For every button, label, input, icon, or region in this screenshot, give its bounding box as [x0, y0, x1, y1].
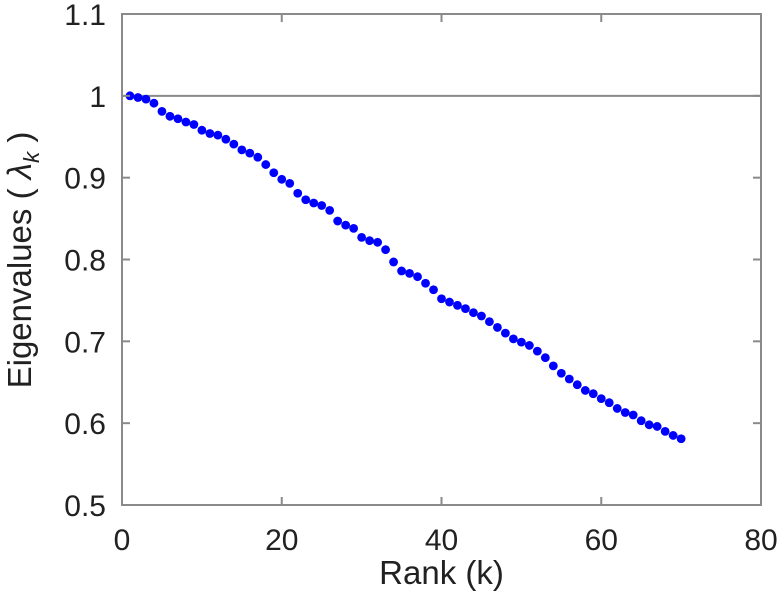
data-point: [532, 346, 542, 356]
y-axis-label-text: Eigenvalues (: [1, 179, 39, 389]
data-point: [660, 426, 670, 436]
lambda-symbol: λ: [1, 163, 39, 180]
data-point: [181, 117, 191, 127]
data-point: [333, 216, 343, 226]
data-point: [253, 152, 263, 162]
data-point: [588, 389, 598, 399]
data-point: [197, 125, 207, 135]
data-point: [580, 386, 590, 395]
y-axis-label-suffix: ): [1, 131, 39, 152]
y-axis-label: Eigenvalues ( λk ): [1, 132, 45, 389]
data-point: [429, 285, 438, 295]
data-point: [341, 220, 351, 230]
y-tick-label: 0.8: [64, 245, 106, 278]
y-tick-label: 1: [89, 81, 106, 114]
data-point: [644, 420, 654, 430]
data-point: [317, 201, 327, 210]
data-point: [405, 269, 414, 278]
y-tick-label: 0.7: [64, 326, 106, 359]
y-tick-label: 0.9: [64, 163, 106, 196]
x-tick-label: 40: [425, 524, 458, 557]
data-point: [572, 380, 582, 390]
data-point: [285, 178, 295, 188]
data-point: [556, 368, 566, 378]
data-point: [477, 311, 486, 321]
data-point: [413, 272, 422, 282]
data-point: [389, 257, 398, 267]
data-point: [357, 233, 367, 242]
data-point: [516, 337, 526, 347]
data-point: [365, 236, 375, 246]
data-point: [221, 134, 231, 144]
x-tick-label: 0: [114, 524, 131, 557]
data-point: [596, 394, 606, 404]
data-point: [293, 188, 303, 198]
data-point: [628, 410, 638, 420]
data-point: [261, 160, 271, 169]
y-tick-label: 1.1: [64, 0, 106, 32]
data-point: [469, 308, 478, 318]
data-point: [157, 106, 167, 116]
data-point: [277, 174, 287, 184]
data-point: [237, 145, 247, 155]
x-axis-label: Rank (k): [379, 554, 504, 591]
data-point: [309, 198, 319, 208]
data-point: [421, 278, 430, 288]
x-tick-label: 60: [585, 524, 618, 557]
data-point: [205, 129, 215, 138]
data-point: [652, 422, 662, 431]
data-point: [397, 266, 406, 276]
data-point: [269, 168, 279, 178]
data-point: [524, 341, 534, 350]
x-tick-label: 20: [265, 524, 298, 557]
data-point: [173, 114, 183, 124]
data-point: [461, 304, 470, 313]
data-point: [493, 323, 502, 332]
y-tick-label: 0.5: [64, 490, 106, 523]
data-point: [453, 300, 462, 310]
data-point: [189, 120, 199, 129]
data-point: [229, 139, 239, 149]
data-point: [349, 224, 359, 233]
data-point: [676, 434, 686, 444]
data-point: [604, 398, 614, 408]
data-point: [381, 245, 390, 255]
data-point: [612, 404, 622, 413]
data-point: [437, 294, 446, 304]
data-point: [548, 361, 558, 371]
lambda-subscript: k: [18, 151, 44, 164]
data-point: [501, 328, 510, 338]
data-point: [445, 297, 454, 307]
data-point: [564, 374, 574, 384]
data-point: [245, 148, 255, 158]
data-point: [325, 206, 335, 215]
data-point: [373, 237, 382, 247]
x-tick-label: 80: [744, 524, 777, 557]
data-point: [149, 98, 159, 108]
data-point: [301, 195, 311, 205]
data-point: [485, 317, 494, 327]
y-tick-label: 0.6: [64, 408, 106, 441]
data-point: [133, 93, 143, 102]
data-point: [636, 416, 646, 426]
data-point: [508, 334, 518, 344]
data-point: [141, 94, 151, 104]
data-point: [668, 431, 678, 440]
data-point: [213, 130, 223, 140]
data-point: [620, 408, 630, 417]
data-point: [165, 111, 175, 121]
data-point: [540, 353, 550, 363]
